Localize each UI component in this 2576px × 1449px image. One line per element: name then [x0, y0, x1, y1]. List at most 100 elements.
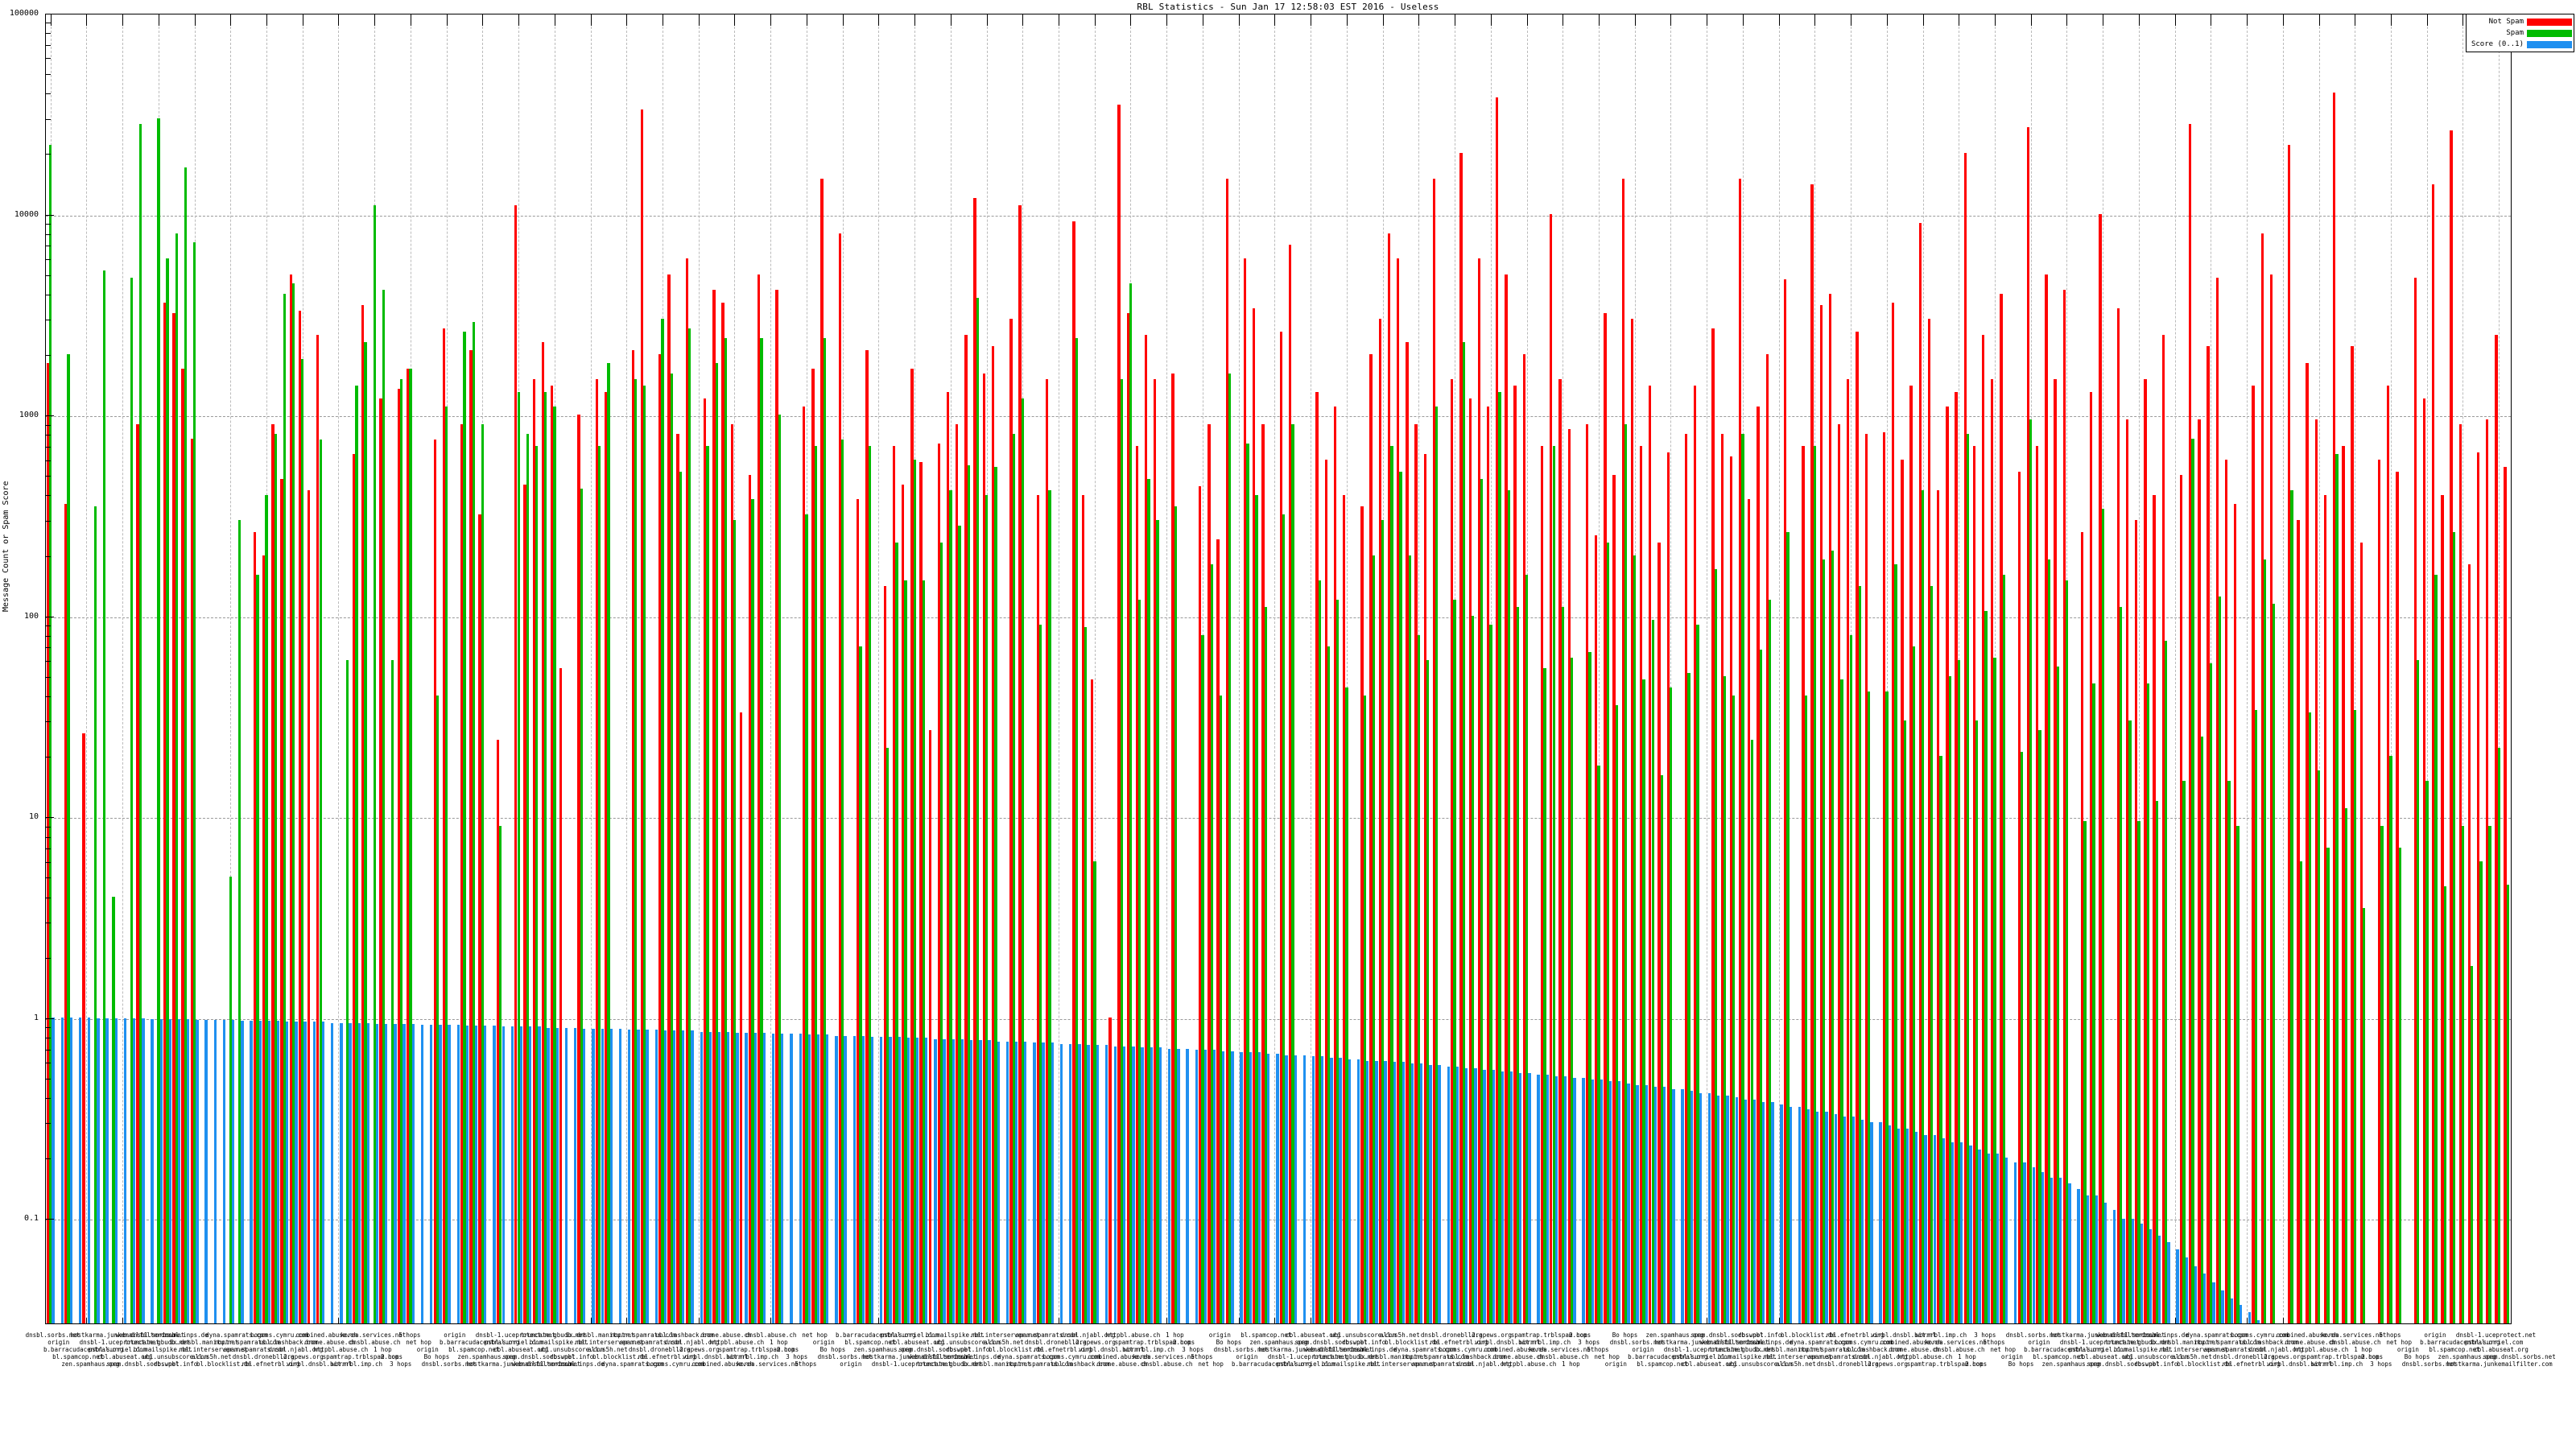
bar-not-spam: [2099, 213, 2102, 1323]
bar-spam: [1498, 391, 1501, 1323]
bar-not-spam: [163, 303, 167, 1323]
bar-spam: [1336, 600, 1340, 1323]
gridline-vertical: [1887, 14, 1888, 1323]
gridline-vertical: [122, 14, 123, 1323]
x-axis-bottom-tick: [1239, 1318, 1240, 1323]
bar-score: [1150, 1047, 1153, 1323]
bar-score: [1816, 1111, 1819, 1323]
bar-not-spam: [964, 334, 968, 1323]
bar-not-spam: [820, 178, 824, 1323]
bar-score: [1051, 1042, 1054, 1323]
bar-spam: [1570, 657, 1574, 1323]
x-axis-tick-label: net hop: [1594, 1353, 1620, 1360]
x-axis-tick-label: spam.spamrats.com: [1807, 1353, 1870, 1360]
x-axis-tick-label: db.wpbl.info: [1738, 1331, 1782, 1339]
bar-not-spam: [1432, 178, 1436, 1323]
bar-spam: [1093, 861, 1096, 1323]
bar-spam: [166, 258, 169, 1323]
x-axis-tick-label: bl.blocklist.de: [989, 1346, 1043, 1353]
bar-not-spam: [1477, 258, 1480, 1323]
gridline-vertical: [2391, 14, 2392, 1323]
bar-score: [2158, 1236, 2161, 1323]
bar-score: [1861, 1119, 1864, 1323]
bar-not-spam: [1315, 391, 1319, 1323]
x-axis-top-tick: [1743, 14, 1744, 26]
x-axis-tick-label: truncate.gbudb.net: [1312, 1353, 1378, 1360]
x-axis-tick-label: dyna.spamrats.com: [2186, 1331, 2248, 1339]
bar-score: [1564, 1075, 1567, 1323]
bar-not-spam: [1802, 445, 1805, 1323]
bar-spam: [2056, 666, 2060, 1323]
bar-spam: [859, 646, 862, 1323]
bar-score: [618, 1028, 622, 1323]
bar-score: [538, 1026, 541, 1323]
bar-not-spam: [2017, 472, 2021, 1323]
bar-spam: [1606, 543, 1609, 1323]
bar-spam: [535, 445, 539, 1323]
bar-score: [1879, 1122, 1882, 1323]
bar-spam: [2479, 861, 2483, 1323]
bar-score: [177, 1019, 181, 1323]
x-axis-tick-label: net hop: [802, 1331, 828, 1339]
y-axis-minor-tick: [45, 877, 51, 879]
bar-score: [1249, 1052, 1252, 1323]
bar-not-spam: [1171, 374, 1174, 1323]
gridline-vertical: [591, 14, 592, 1323]
bar-score: [564, 1027, 568, 1323]
gridline-vertical: [230, 14, 231, 1323]
bar-spam: [229, 877, 232, 1323]
y-axis-tick-label: 100000: [9, 9, 39, 18]
x-axis-tick-label: bl.spamcop.net: [52, 1353, 104, 1360]
bar-score: [1942, 1138, 1946, 1323]
bar-score: [1798, 1106, 1802, 1323]
legend-label-spam: Spam: [2506, 29, 2524, 37]
bar-not-spam: [2413, 278, 2417, 1323]
bar-not-spam: [1496, 97, 1499, 1323]
bar-score: [1059, 1043, 1063, 1323]
bar-not-spam: [1972, 445, 1976, 1323]
x-axis-tick-label: spam.dnsbl.sorbs.net: [2483, 1353, 2556, 1360]
x-axis-tick-label: net hop: [1990, 1346, 2016, 1353]
bar-not-spam: [1486, 406, 1490, 1323]
x-axis-tick-label: bl.spamcop.net: [1637, 1360, 1688, 1368]
x-axis-tick-label: ubl.unsubscore.com: [1331, 1331, 1397, 1339]
bar-not-spam: [838, 233, 842, 1323]
x-axis-tick-label: bl.mailspike.net: [925, 1331, 985, 1339]
bar-not-spam: [1513, 385, 1517, 1323]
x-axis-top-tick: [2427, 14, 2428, 26]
bar-not-spam: [1729, 456, 1733, 1323]
x-axis-tick-label: 1 hop: [1166, 1331, 1184, 1339]
x-axis-tick-label: origin: [444, 1331, 466, 1339]
bar-not-spam: [1135, 445, 1139, 1323]
bar-not-spam: [739, 712, 743, 1323]
bar-score: [1663, 1087, 1666, 1323]
x-axis-tick-label: 2 hops: [1173, 1339, 1195, 1346]
bar-not-spam: [136, 423, 139, 1323]
bar-score: [1123, 1046, 1126, 1323]
x-axis-tick-label: db.wpbl.info: [550, 1353, 594, 1360]
bar-not-spam: [2252, 385, 2255, 1323]
x-axis-tick-label: all.s5h.net: [1380, 1331, 1420, 1339]
bar-not-spam: [1117, 104, 1121, 1323]
bar-score: [2122, 1218, 2125, 1323]
x-axis-top-tick: [951, 14, 952, 26]
x-axis-tick-label: ix.dnsbl.manitu.net: [1357, 1353, 1427, 1360]
gridline-vertical: [1779, 14, 1780, 1323]
bar-score: [1069, 1043, 1072, 1323]
x-axis-tick-label: db.wpbl.info: [1342, 1339, 1386, 1346]
bar-spam: [1741, 434, 1744, 1323]
bar-spam: [1948, 675, 1951, 1323]
x-axis-tick-label: 2 hops: [777, 1346, 799, 1353]
y-axis-minor-tick: [45, 118, 51, 120]
gridline-vertical: [2427, 14, 2428, 1323]
bar-score: [1375, 1060, 1378, 1323]
y-axis-minor-tick: [45, 1158, 51, 1160]
bar-not-spam: [1451, 379, 1454, 1323]
bar-score: [222, 1020, 226, 1323]
x-axis-tick-label: dnsbl.inps.de: [1745, 1339, 1793, 1346]
x-axis-tick-label: korea.services.net: [1133, 1353, 1199, 1360]
x-axis-tick-label: httpbl.abuse.ch: [709, 1339, 765, 1346]
bar-not-spam: [478, 514, 481, 1323]
legend-entry-spam: Spam: [2467, 27, 2574, 39]
